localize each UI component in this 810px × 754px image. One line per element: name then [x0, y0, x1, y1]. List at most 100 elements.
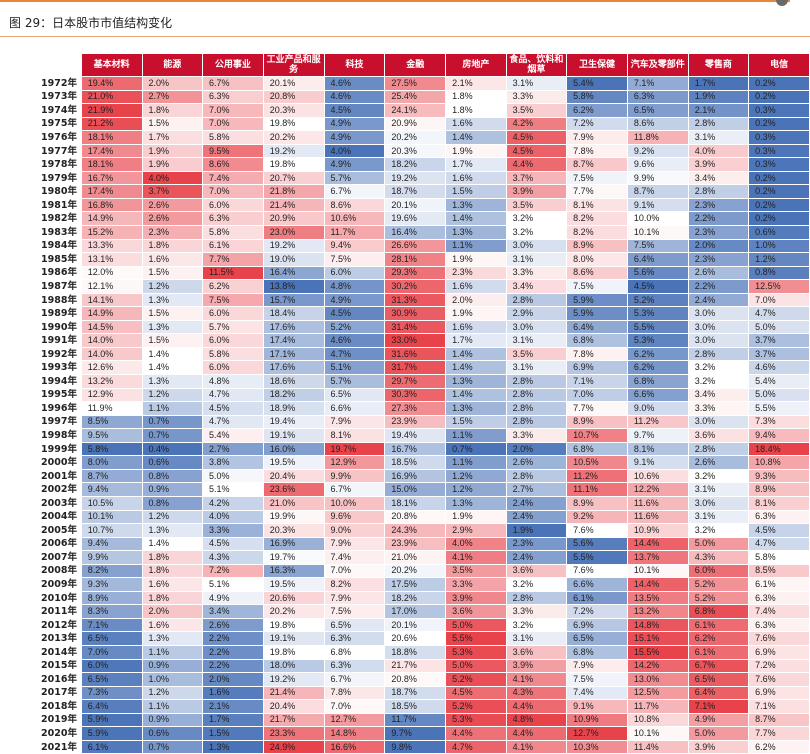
- heat-cell: 0.7%: [141, 428, 203, 443]
- heat-cell: 18.6%: [262, 374, 325, 389]
- header-corner: [36, 53, 82, 77]
- heat-cell: 11.7%: [626, 699, 689, 714]
- heat-cell: 5.9%: [566, 292, 628, 308]
- heat-cell: 3.8%: [201, 455, 264, 470]
- heat-cell: 7.0%: [748, 292, 810, 308]
- heat-cell: 9.9%: [323, 468, 386, 484]
- year-label: 1997年: [36, 414, 82, 430]
- heat-cell: 7.2%: [201, 563, 264, 579]
- year-label: 2011年: [36, 604, 82, 619]
- heat-cell: 6.2%: [626, 360, 689, 376]
- table-row: 1975年 21.2% 1.5% 7.0% 19.8% 4.9% 20.9% 1.6% 4.2%…: [36, 116, 810, 132]
- heat-cell: 19.0%: [262, 252, 325, 267]
- year-label: 1996年: [36, 401, 82, 416]
- heat-cell: 7.6%: [566, 563, 628, 579]
- heat-cell: 0.2%: [748, 89, 810, 105]
- heat-cell: 1.7%: [201, 712, 264, 728]
- heat-cell: 16.9%: [384, 468, 447, 484]
- heat-cell: 17.6%: [262, 319, 325, 335]
- heat-cell: 29.7%: [384, 374, 447, 389]
- heat-cell: 5.1%: [323, 360, 386, 376]
- heat-cell: 7.0%: [80, 644, 143, 660]
- heat-cell: 1.3%: [445, 225, 507, 240]
- heat-cell: 5.8%: [748, 550, 810, 565]
- heat-cell: 21.7%: [384, 658, 447, 674]
- heat-cell: 5.4%: [566, 76, 628, 91]
- heat-cell: 31.6%: [384, 346, 447, 362]
- heat-cell: 14.5%: [80, 319, 143, 335]
- table-row: 2018年 6.4% 1.1% 2.1% 20.4% 7.0% 18.5% 5.2% 4.4% 9…: [36, 699, 810, 714]
- heat-cell: 2.8%: [505, 590, 568, 606]
- heat-cell: 6.1%: [201, 238, 264, 254]
- heat-cell: 6.2%: [201, 279, 264, 294]
- heat-cell: 10.7%: [566, 428, 628, 443]
- heat-cell: 3.3%: [505, 265, 568, 281]
- heat-cell: 2.6%: [141, 211, 203, 226]
- year-label: 1999年: [36, 441, 82, 457]
- heat-cell: 3.2%: [687, 523, 750, 538]
- heat-cell: 6.2%: [626, 346, 689, 362]
- heat-cell: 11.7%: [323, 225, 386, 240]
- col-header: 食品、饮料和烟草: [505, 53, 568, 77]
- heat-cell: 1.8%: [445, 89, 507, 105]
- heat-cell: 24.1%: [384, 103, 447, 118]
- heat-cell: 4.1%: [445, 550, 507, 565]
- heat-cell: 6.8%: [323, 644, 386, 660]
- year-label: 1995年: [36, 387, 82, 403]
- heat-cell: 2.4%: [505, 495, 568, 511]
- heat-cell: 23.9%: [384, 536, 447, 552]
- heat-cell: 25.4%: [384, 89, 447, 105]
- heat-cell: 7.9%: [566, 130, 628, 145]
- year-label: 1989年: [36, 306, 82, 321]
- table-row: 1977年 17.4% 1.9% 9.5% 19.2% 4.0% 20.3% 1.9% 4.5%…: [36, 143, 810, 159]
- year-label: 1988年: [36, 292, 82, 308]
- col-header: 零售商: [687, 53, 750, 77]
- heat-cell: 21.0%: [80, 89, 143, 105]
- heat-cell: 21.0%: [384, 550, 447, 565]
- heat-cell: 8.2%: [323, 577, 386, 592]
- col-header: 能源: [141, 53, 203, 77]
- heat-cell: 7.7%: [566, 184, 628, 199]
- figure-title: 图 29：日本股市市值结构变化: [9, 16, 173, 30]
- heat-cell: 2.8%: [687, 441, 750, 457]
- heat-cell: 12.5%: [748, 279, 810, 294]
- heat-cell: 18.9%: [262, 401, 325, 416]
- heat-cell: 1.3%: [445, 495, 507, 511]
- heat-cell: 20.4%: [262, 468, 325, 484]
- heat-cell: 5.8%: [201, 346, 264, 362]
- heat-cell: 9.2%: [626, 143, 689, 159]
- heat-cell: 6.4%: [626, 252, 689, 267]
- heat-cell: 10.8%: [748, 455, 810, 470]
- heat-cell: 6.5%: [323, 387, 386, 403]
- heat-cell: 1.7%: [141, 130, 203, 145]
- heat-cell: 6.5%: [80, 672, 143, 687]
- heat-cell: 18.7%: [384, 184, 447, 199]
- heat-cell: 1.8%: [141, 550, 203, 565]
- heat-cell: 2.3%: [687, 225, 750, 240]
- heat-cell: 4.5%: [323, 306, 386, 321]
- heat-cell: 16.6%: [323, 739, 386, 754]
- heat-cell: 5.8%: [80, 441, 143, 457]
- year-label: 2013年: [36, 631, 82, 646]
- heat-cell: 5.3%: [626, 333, 689, 348]
- heat-cell: 4.6%: [323, 89, 386, 105]
- year-label: 1981年: [36, 197, 82, 213]
- heat-cell: 2.3%: [687, 197, 750, 213]
- table-row: 2021年 6.1% 0.7% 1.3% 24.9% 16.6% 9.8% 4.7% 4.1% 1…: [36, 739, 810, 754]
- heat-cell: 8.2%: [566, 225, 628, 240]
- year-label: 1977年: [36, 143, 82, 159]
- col-header: 基本材料: [80, 53, 143, 77]
- heat-cell: 5.2%: [626, 292, 689, 308]
- heat-cell: 6.8%: [566, 644, 628, 660]
- heat-cell: 4.1%: [505, 672, 568, 687]
- heat-cell: 0.2%: [748, 170, 810, 186]
- table-row: 1985年 13.1% 1.6% 7.7% 19.0% 7.5% 28.1% 1.9% 3.1%…: [36, 252, 810, 267]
- heat-cell: 10.9%: [626, 523, 689, 538]
- year-label: 2014年: [36, 644, 82, 660]
- heat-cell: 6.5%: [566, 631, 628, 646]
- heat-cell: 2.6%: [141, 197, 203, 213]
- heat-cell: 6.1%: [80, 739, 143, 754]
- heat-cell: 7.4%: [323, 550, 386, 565]
- heat-cell: 18.0%: [262, 658, 325, 674]
- heat-cell: 3.2%: [687, 374, 750, 389]
